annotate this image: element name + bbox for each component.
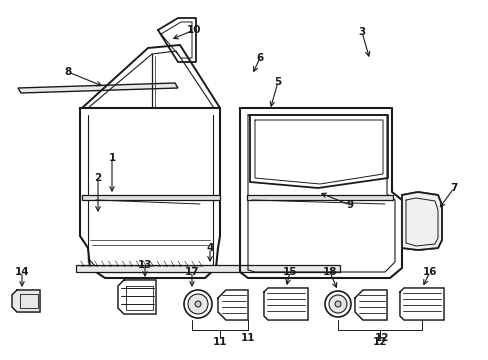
Circle shape <box>183 290 212 318</box>
Polygon shape <box>401 192 441 250</box>
Polygon shape <box>264 288 307 320</box>
Text: 10: 10 <box>186 25 201 35</box>
Circle shape <box>334 301 340 307</box>
Text: 7: 7 <box>449 183 457 193</box>
Text: 6: 6 <box>256 53 263 63</box>
Polygon shape <box>76 265 339 272</box>
Polygon shape <box>354 290 386 320</box>
Text: 5: 5 <box>274 77 281 87</box>
Polygon shape <box>399 288 443 320</box>
Text: 13: 13 <box>138 260 152 270</box>
Polygon shape <box>246 195 392 200</box>
Polygon shape <box>12 290 40 312</box>
Text: 12: 12 <box>374 333 388 343</box>
Circle shape <box>325 291 350 317</box>
Polygon shape <box>18 83 178 93</box>
Text: 11: 11 <box>240 333 255 343</box>
Text: 8: 8 <box>64 67 71 77</box>
Text: 1: 1 <box>108 153 115 163</box>
Text: 15: 15 <box>282 267 297 277</box>
Polygon shape <box>218 290 247 320</box>
Text: 18: 18 <box>322 267 337 277</box>
Text: 11: 11 <box>212 337 227 347</box>
Polygon shape <box>118 280 156 314</box>
Polygon shape <box>82 195 220 200</box>
Text: 12: 12 <box>372 337 386 347</box>
Text: 17: 17 <box>184 267 199 277</box>
Text: 14: 14 <box>15 267 29 277</box>
Text: 16: 16 <box>422 267 436 277</box>
Circle shape <box>328 295 346 313</box>
Circle shape <box>187 294 207 314</box>
Text: 3: 3 <box>358 27 365 37</box>
Text: 2: 2 <box>94 173 102 183</box>
Circle shape <box>195 301 201 307</box>
Text: 9: 9 <box>346 200 353 210</box>
Text: 4: 4 <box>206 243 213 253</box>
